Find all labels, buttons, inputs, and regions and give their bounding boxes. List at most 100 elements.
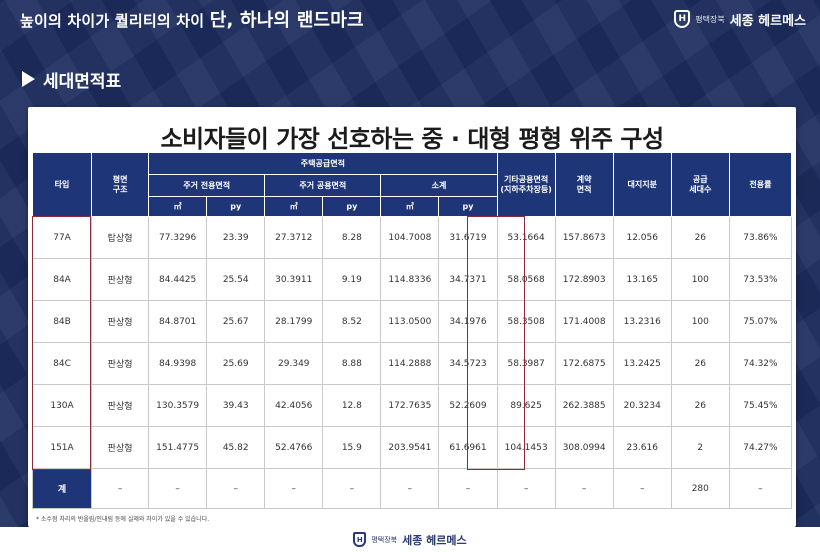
cell-type: 77A [31, 216, 93, 259]
slogan-emphasis: 단, 하나의 랜드마크 [209, 10, 364, 31]
cell-type: 84B [31, 300, 93, 343]
cell-subtotal-py: 34.5723 [438, 342, 498, 385]
slogan: 높이의 차이가 퀄리티의 차이 단, 하나의 랜드마크 [20, 6, 364, 32]
play-triangle-icon [22, 71, 35, 87]
cell-land-share: 13.2425 [612, 342, 672, 385]
cell-common-m2: 28.1799 [264, 300, 324, 343]
header-land-share: 대지지분 [612, 152, 672, 217]
cell-ratio: 74.32% [728, 342, 793, 385]
header-supply-units: 공급 세대수 [670, 152, 730, 217]
cell-subtotal-py: 61.6961 [438, 426, 498, 469]
cell-supply-units: 26 [670, 342, 730, 385]
shield-emblem-icon: H [674, 10, 691, 28]
footer-brand: H 평택장북 세종 헤르메스 [0, 527, 820, 552]
header-subtotal: 소계 [380, 174, 498, 197]
cell-common-m2: 27.3712 [264, 216, 324, 259]
cell-type: 130A [31, 384, 93, 427]
cell-plan: 판상형 [91, 342, 150, 385]
cell-exclusive-py: 23.39 [206, 216, 266, 259]
unit-area-table: 타입 평면 구조 주택공급면적 기타공용면적 (지하주차장등) 계약 면적 대지… [31, 152, 793, 509]
total-dash: – [438, 468, 498, 509]
cell-exclusive-m2: 84.9398 [148, 342, 208, 385]
brand-logo: H 평택장북 세종 헤르메스 [674, 10, 806, 29]
total-dash: – [322, 468, 382, 509]
cell-common-m2: 29.349 [264, 342, 324, 385]
header-other-common-label: 기타공용면적 (지하주차장등) [500, 174, 552, 194]
cell-other-common: 104.1453 [496, 426, 556, 469]
cell-supply-units: 26 [670, 384, 730, 427]
total-units: 280 [670, 468, 730, 509]
total-row: 계 – – – – – – – – – – 280 – [31, 468, 793, 509]
cell-subtotal-py: 52.2609 [438, 384, 498, 427]
cell-subtotal-m2: 113.0500 [380, 300, 440, 343]
cell-plan: 탑상형 [91, 216, 150, 259]
section-title: 세대면적표 [43, 71, 122, 92]
cell-exclusive-py: 25.67 [206, 300, 266, 343]
cell-land-share: 20.3234 [612, 384, 672, 427]
cell-subtotal-m2: 203.9541 [380, 426, 440, 469]
total-dash: – [728, 468, 793, 509]
cell-other-common: 89.625 [496, 384, 556, 427]
total-dash: – [554, 468, 614, 509]
cell-exclusive-m2: 77.3296 [148, 216, 208, 259]
cell-contract: 171.4008 [554, 300, 614, 343]
header-supply-units-label: 공급 세대수 [689, 174, 712, 194]
total-dash: – [91, 468, 150, 509]
total-dash: – [380, 468, 440, 509]
cell-common-py: 8.28 [322, 216, 382, 259]
slogan-main: 높이의 차이가 퀄리티의 차이 [20, 12, 210, 30]
cell-supply-units: 2 [670, 426, 730, 469]
cell-land-share: 12.056 [612, 216, 672, 259]
table-row: 130A 판상형 130.3579 39.43 42.4056 12.8 172… [31, 384, 793, 427]
cell-ratio: 73.53% [728, 258, 793, 301]
header-plan: 평면 구조 [91, 152, 150, 217]
cell-contract: 262.3885 [554, 384, 614, 427]
total-label: 계 [31, 468, 93, 509]
table-row: 84A 판상형 84.4425 25.54 30.3911 9.19 114.8… [31, 258, 793, 301]
cell-contract: 172.8903 [554, 258, 614, 301]
header-unit-py: py [322, 196, 382, 217]
shield-emblem-icon: H [353, 532, 367, 547]
cell-other-common: 58.0568 [496, 258, 556, 301]
cell-other-common: 58.3987 [496, 342, 556, 385]
cell-contract: 172.6875 [554, 342, 614, 385]
cell-ratio: 74.27% [728, 426, 793, 469]
header-exclusive: 주거 전용면적 [148, 174, 266, 197]
total-dash: – [206, 468, 266, 509]
header-unit-py: py [438, 196, 498, 217]
cell-common-py: 8.52 [322, 300, 382, 343]
table-row: 84C 판상형 84.9398 25.69 29.349 8.88 114.28… [31, 342, 793, 385]
cell-subtotal-py: 34.7371 [438, 258, 498, 301]
cell-other-common: 58.3508 [496, 300, 556, 343]
cell-land-share: 13.165 [612, 258, 672, 301]
header-type: 타입 [31, 152, 93, 217]
total-dash: – [612, 468, 672, 509]
total-dash: – [148, 468, 208, 509]
table-title: 소비자들이 가장 선호하는 중 · 대형 평형 위주 구성 [160, 125, 664, 153]
cell-common-py: 15.9 [322, 426, 382, 469]
cell-exclusive-m2: 151.4775 [148, 426, 208, 469]
table-row: 77A 탑상형 77.3296 23.39 27.3712 8.28 104.7… [31, 216, 793, 259]
header-unit-m2: ㎡ [264, 196, 324, 217]
cell-land-share: 23.616 [612, 426, 672, 469]
cell-type: 84A [31, 258, 93, 301]
cell-other-common: 53.1664 [496, 216, 556, 259]
cell-plan: 판상형 [91, 384, 150, 427]
cell-common-py: 9.19 [322, 258, 382, 301]
cell-subtotal-m2: 104.7008 [380, 216, 440, 259]
cell-type: 151A [31, 426, 93, 469]
cell-subtotal-m2: 172.7635 [380, 384, 440, 427]
cell-type: 84C [31, 342, 93, 385]
cell-exclusive-m2: 84.8701 [148, 300, 208, 343]
cell-exclusive-py: 39.43 [206, 384, 266, 427]
table-row: 151A 판상형 151.4775 45.82 52.4766 15.9 203… [31, 426, 793, 469]
brand-name: 세종 헤르메스 [729, 13, 806, 29]
cell-supply-units: 26 [670, 216, 730, 259]
footer-brand-sub: 평택장북 [371, 535, 398, 544]
total-dash: – [264, 468, 324, 509]
footer-brand-name: 세종 헤르메스 [402, 533, 467, 547]
section-heading: 세대면적표 [22, 66, 121, 92]
cell-plan: 판상형 [91, 426, 150, 469]
cell-plan: 판상형 [91, 300, 150, 343]
cell-exclusive-py: 25.69 [206, 342, 266, 385]
